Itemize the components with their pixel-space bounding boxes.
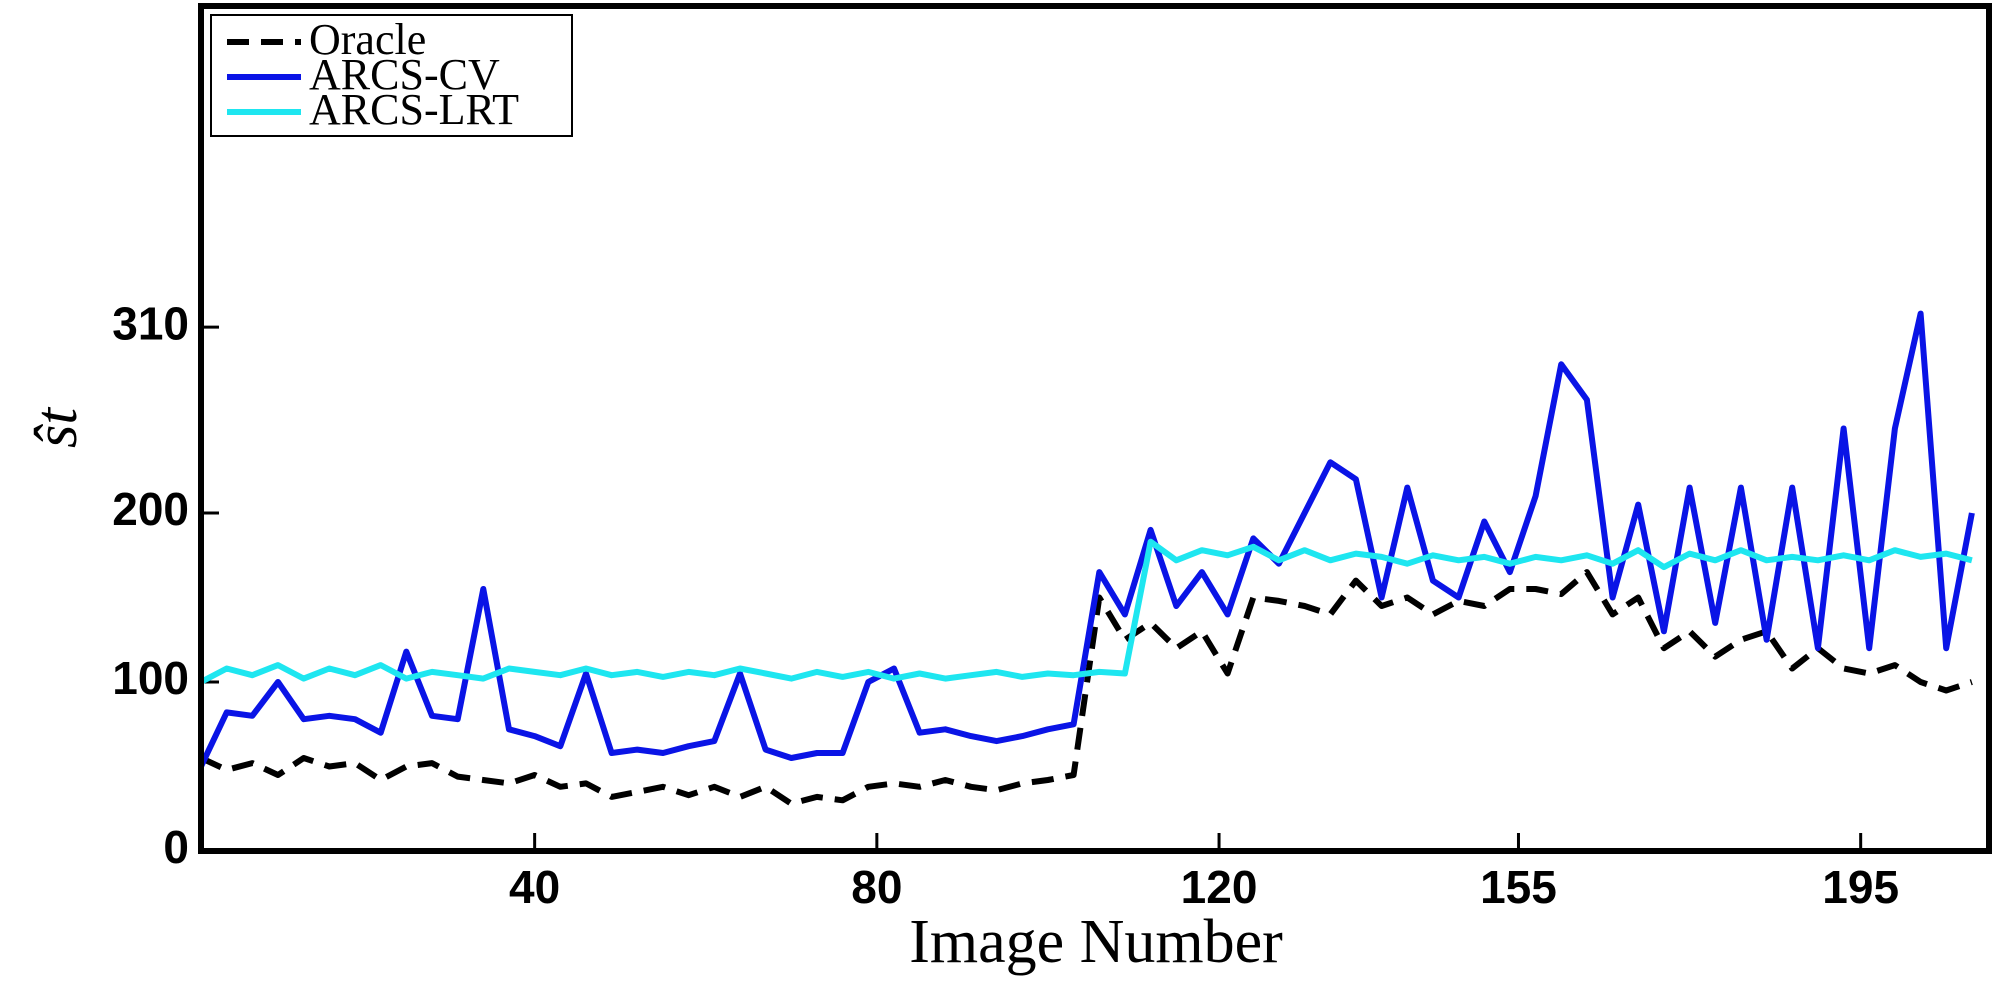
legend-label: Oracle — [309, 15, 426, 64]
y-tick-label: 0 — [163, 821, 189, 873]
y-tick-label: 310 — [112, 297, 189, 349]
plot-frame — [198, 3, 1992, 854]
x-tick-label: 40 — [509, 861, 560, 913]
x-tick-label: 120 — [1181, 861, 1258, 913]
y-tick-label: 200 — [112, 483, 189, 535]
y-axis-label: ŝt — [23, 407, 89, 448]
y-tick-label: 100 — [112, 652, 189, 704]
legend-label: ARCS-LRT — [309, 85, 519, 134]
x-tick-label: 195 — [1822, 861, 1899, 913]
legend-label: ARCS-CV — [309, 50, 500, 99]
x-tick-label: 155 — [1480, 861, 1557, 913]
series-line — [201, 569, 1973, 807]
x-tick-label: 80 — [851, 861, 902, 913]
series-line — [201, 538, 1973, 685]
x-axis-label: Image Number — [909, 908, 1283, 976]
